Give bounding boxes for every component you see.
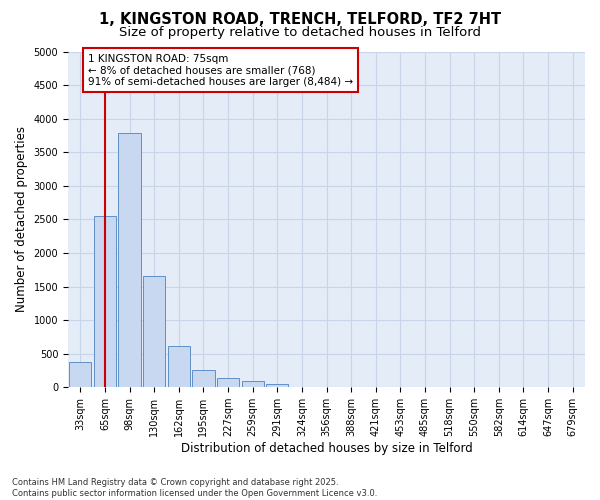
Y-axis label: Number of detached properties: Number of detached properties xyxy=(15,126,28,312)
Text: 1 KINGSTON ROAD: 75sqm
← 8% of detached houses are smaller (768)
91% of semi-det: 1 KINGSTON ROAD: 75sqm ← 8% of detached … xyxy=(88,54,353,86)
Bar xyxy=(94,216,116,387)
Text: 1, KINGSTON ROAD, TRENCH, TELFORD, TF2 7HT: 1, KINGSTON ROAD, TRENCH, TELFORD, TF2 7… xyxy=(99,12,501,28)
Bar xyxy=(193,370,215,387)
Bar xyxy=(143,276,165,387)
Text: Contains HM Land Registry data © Crown copyright and database right 2025.
Contai: Contains HM Land Registry data © Crown c… xyxy=(12,478,377,498)
Bar xyxy=(118,134,140,387)
Bar xyxy=(291,386,313,387)
X-axis label: Distribution of detached houses by size in Telford: Distribution of detached houses by size … xyxy=(181,442,472,455)
Bar xyxy=(266,384,289,387)
Bar xyxy=(168,346,190,387)
Bar xyxy=(217,378,239,387)
Bar xyxy=(242,381,264,387)
Text: Size of property relative to detached houses in Telford: Size of property relative to detached ho… xyxy=(119,26,481,39)
Bar xyxy=(69,362,91,387)
